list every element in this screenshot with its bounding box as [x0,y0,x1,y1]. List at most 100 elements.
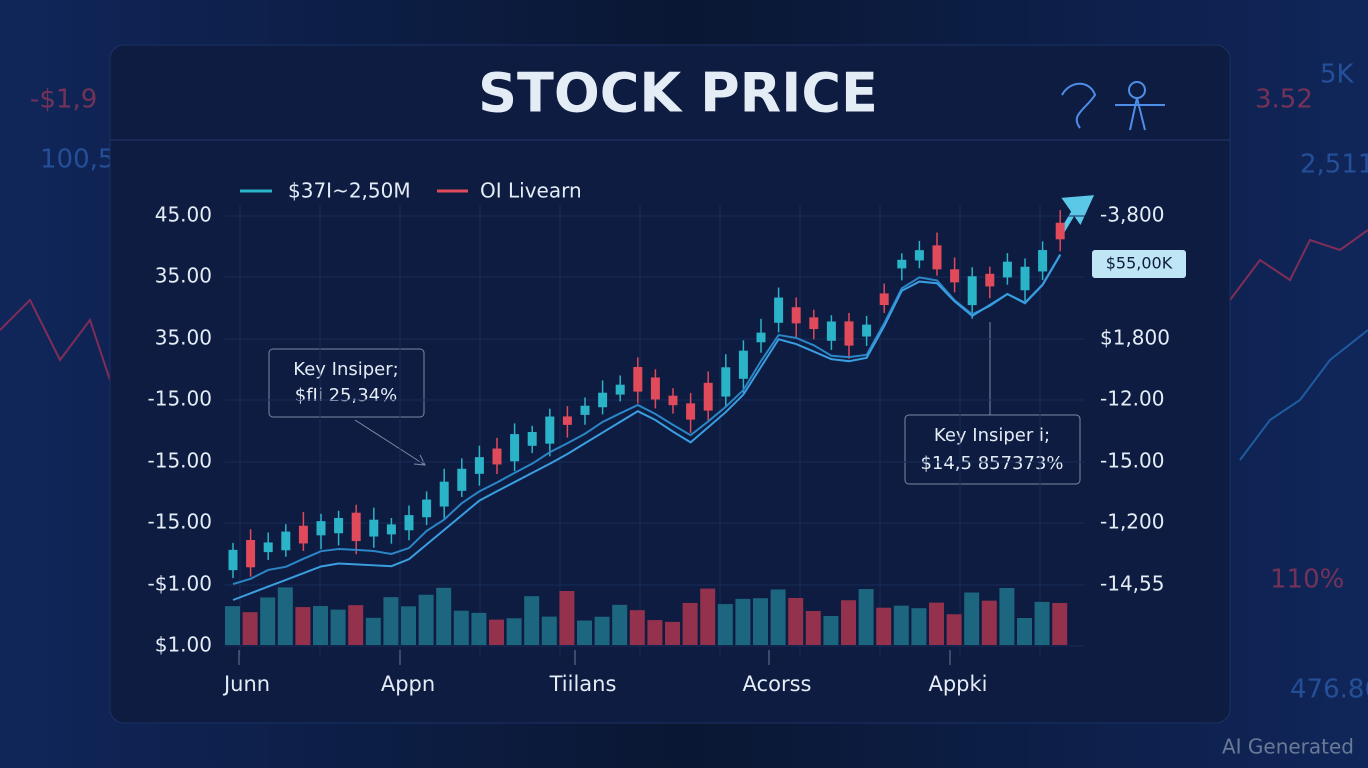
candle-body [650,377,660,400]
candle-body [598,392,608,408]
volume-bar [700,588,716,645]
volume-bar [841,600,856,645]
candle-body [738,350,748,379]
candle-body [439,481,449,507]
price-badge [1092,250,1186,278]
candle-body [580,405,590,415]
bg-line [0,298,111,381]
volume-bar [330,609,346,645]
candle-body [386,524,396,535]
annotation-text: Key Insiper; [293,359,398,380]
volume-bar [242,612,258,645]
background-label: 2,511 [1300,150,1368,180]
volume-bar [436,587,452,645]
y2-tick-label: -1,200 [1100,510,1164,534]
candle-body [1038,250,1048,272]
volume-bar [295,607,311,645]
candle-body [562,416,572,425]
y-tick-label: 45.00 [155,203,212,227]
candle-body [686,403,696,420]
candle-body [246,539,256,568]
volume-bar [594,616,610,645]
annotation-text: Key Insiper i; [934,425,1050,446]
candle-body [615,384,625,395]
candle-body [668,395,678,406]
y2-tick-label: -12.00 [1100,387,1164,411]
volume-bar [541,616,557,645]
candle-body [774,297,784,323]
candle-body [721,367,731,397]
volume-bar [365,617,381,645]
volume-bar [383,597,399,645]
annotation-text: $14,5 857373% [920,453,1063,474]
candle-body [826,321,836,341]
x-tick-label: Junn [222,672,270,696]
candle-body [633,366,643,392]
volume-bar [260,597,276,645]
candle-body [316,521,326,536]
candle-body [281,531,291,551]
volume-bar [858,589,874,645]
background-label: 476.86 [1290,675,1368,705]
y2-tick-label: -3,800 [1100,203,1164,227]
candle-body [369,519,379,537]
background-label: 5K [1320,60,1355,90]
candle-body [985,273,995,287]
legend-label: $37I~2,50M [288,179,411,203]
x-tick-label: Appki [928,672,987,696]
y-tick-label: 35.00 [155,326,212,350]
candle-body [862,324,872,337]
volume-bar [453,610,469,645]
candle-body [492,448,502,465]
volume-bar [559,590,575,645]
volume-bar [489,619,504,645]
volume-bar [1017,617,1032,645]
candle-body [756,332,766,343]
y2-tick-label: -15.00 [1100,449,1164,473]
volume-bar [225,606,240,645]
moving-average [232,253,1062,601]
candle-body [228,549,238,571]
volume-bar [418,594,434,645]
candle-body [879,293,889,306]
candle-body [510,434,520,462]
candle-body [932,245,942,270]
candle-body [298,525,308,544]
volume-bar [313,606,328,645]
candle-body [545,416,555,444]
annotation-arrow [354,419,426,466]
volume-bar [577,620,592,645]
x-tick-label: Tiilans [549,672,617,696]
volume-bar [277,587,293,645]
volume-bar [717,604,733,645]
volume-bar [981,600,997,645]
volume-bar [946,614,962,645]
candle-body [844,321,854,346]
candle-body [1020,266,1030,291]
candle-body [897,259,907,269]
volume-bar [1052,602,1068,645]
x-tick-label: Appn [381,672,435,696]
logo [1061,81,1165,131]
annotation-text: $fIi 25,34% [295,385,397,406]
annotation-box [904,414,1081,485]
background-label: 110% [1270,565,1344,595]
volume-bar [753,598,768,645]
volume-bar [647,620,663,645]
candle-body [1055,222,1065,240]
watermark: AI Generated [1222,735,1354,759]
y-tick-label: -$1.00 [148,572,212,596]
title: STOCK PRICE [478,62,878,125]
bg-line [1229,229,1368,301]
candle-body [703,382,713,411]
y-tick-label: 35.00 [155,264,212,288]
y-tick-label: -15.00 [148,449,212,473]
volume-bar [964,592,980,645]
candle-body [334,517,344,534]
candle-body [914,250,924,261]
volume-bar [612,604,628,645]
candle-body [474,457,484,474]
y-tick-label: $1.00 [155,633,212,657]
y-tick-label: -15.00 [148,510,212,534]
candle-body [263,542,273,553]
